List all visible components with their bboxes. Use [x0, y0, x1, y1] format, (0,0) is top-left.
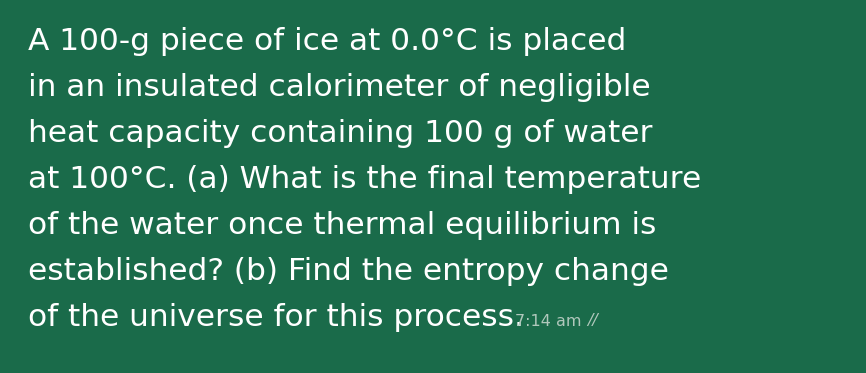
Text: of the water once thermal equilibrium is: of the water once thermal equilibrium is	[28, 210, 656, 239]
Text: at 100°C. (a) What is the final temperature: at 100°C. (a) What is the final temperat…	[28, 164, 701, 194]
Text: heat capacity containing 100 g of water: heat capacity containing 100 g of water	[28, 119, 652, 147]
Text: //: //	[587, 313, 598, 329]
Text: in an insulated calorimeter of negligible: in an insulated calorimeter of negligibl…	[28, 72, 650, 101]
Text: established? (b) Find the entropy change: established? (b) Find the entropy change	[28, 257, 669, 285]
Text: 7:14 am: 7:14 am	[515, 313, 581, 329]
Text: of the universe for this process.: of the universe for this process.	[28, 303, 524, 332]
Text: A 100-g piece of ice at 0.0°C is placed: A 100-g piece of ice at 0.0°C is placed	[28, 26, 626, 56]
